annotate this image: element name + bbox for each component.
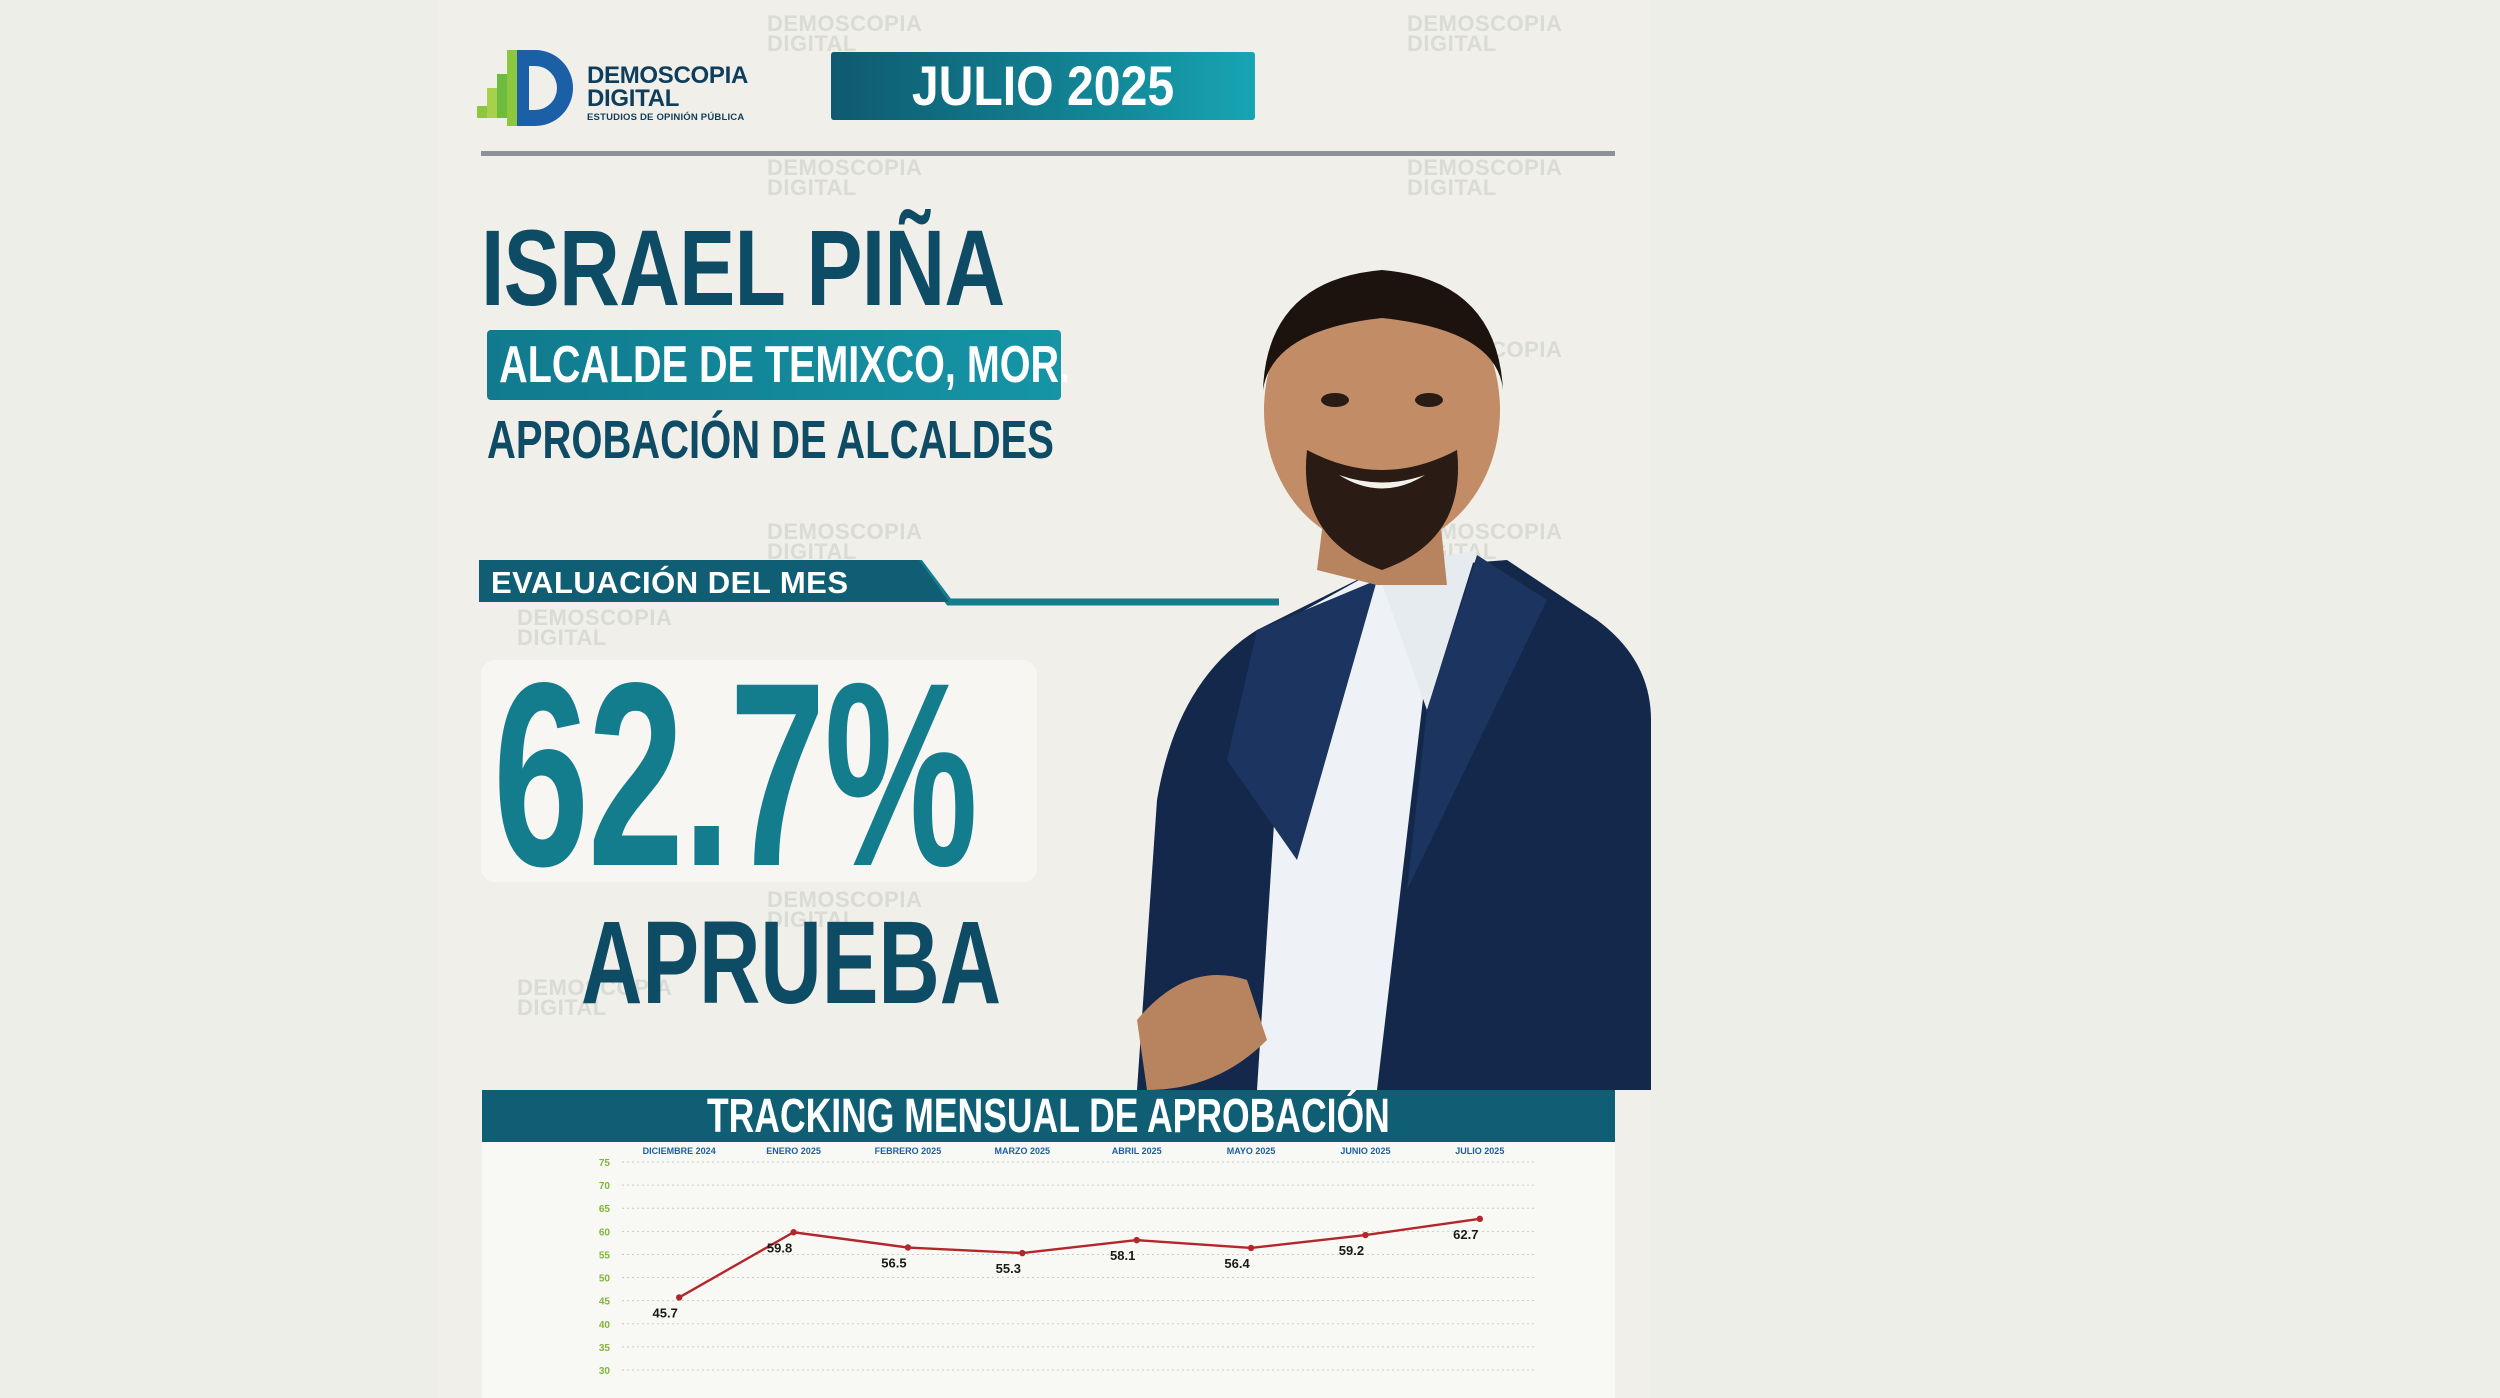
series-line [678, 1217, 1480, 1299]
tracking-chart-panel: 30 35 40 45 50 55 60 65 70 75 DICIEMBRE 2024 ENERO … [482, 1142, 1615, 1398]
watermark-text: DEMOSCOPIA [1407, 155, 1563, 180]
y-tick-label: 45 [599, 1297, 611, 1308]
y-tick-label: 70 [599, 1181, 611, 1192]
x-tick-label: JULIO 2025 [1455, 1146, 1504, 1156]
logo-mark-icon [477, 50, 573, 126]
watermark-logo: DEMOSCOPIA DIGITAL [767, 519, 923, 564]
watermark-logo: DEMOSCOPIA DIGITAL [1407, 11, 1563, 56]
y-tick-label: 30 [599, 1366, 611, 1377]
data-label: 62.7 [1453, 1227, 1478, 1242]
x-tick-label: JUNIO 2025 [1340, 1146, 1390, 1156]
watermark-text: DIGITAL [1407, 31, 1497, 56]
brand-logo: DEMOSCOPIA DIGITAL ESTUDIOS DE OPINIÓN P… [477, 48, 767, 130]
data-point [1133, 1236, 1140, 1244]
approval-caption: APRUEBA [581, 897, 1002, 1029]
data-label: 59.8 [767, 1240, 792, 1255]
official-name: ISRAEL PIÑA [481, 207, 1005, 328]
x-tick-label: FEBRERO 2025 [875, 1146, 942, 1156]
brand-name-line2: DIGITAL [587, 85, 680, 112]
data-point [675, 1294, 683, 1301]
data-point [1019, 1249, 1026, 1257]
data-label: 59.2 [1339, 1243, 1364, 1258]
data-point [904, 1244, 912, 1251]
x-tick-label: MARZO 2025 [995, 1146, 1051, 1156]
y-tick-label: 65 [599, 1204, 611, 1215]
data-label: 56.5 [881, 1256, 906, 1271]
x-tick-label: MAYO 2025 [1227, 1146, 1276, 1156]
data-point [1362, 1231, 1369, 1239]
watermark-text: DEMOSCOPIA [767, 519, 923, 544]
evaluation-tab [479, 560, 1279, 606]
data-label: 58.1 [1110, 1248, 1135, 1263]
watermark-text: DIGITAL [767, 539, 857, 564]
brand-name-line1: DEMOSCOPIA [587, 62, 749, 89]
x-tick-label: ENERO 2025 [766, 1146, 821, 1156]
data-label: 55.3 [996, 1261, 1021, 1276]
score-panel [481, 660, 1037, 882]
data-label: 45.7 [653, 1305, 678, 1320]
watermark-text: DEMOSCOPIA [1407, 11, 1563, 36]
watermark-text: DEMOSCOPIA [517, 605, 673, 630]
watermark-text: DIGITAL [767, 175, 857, 200]
evaluation-label: EVALUACIÓN DEL MES [491, 565, 849, 600]
tracking-title: TRACKING MENSUAL DE APROBACIÓN [707, 1090, 1390, 1143]
watermark-text: DEMOSCOPIA [767, 11, 923, 36]
date-badge: JULIO 2025 [831, 52, 1255, 120]
y-tick-label: 35 [599, 1343, 611, 1354]
y-tick-label: 40 [599, 1320, 611, 1331]
watermark-logo: DEMOSCOPIA DIGITAL [1407, 155, 1563, 200]
data-label: 56.4 [1224, 1256, 1250, 1271]
x-tick-label: DICIEMBRE 2024 [643, 1146, 716, 1156]
y-tick-label: 50 [599, 1274, 611, 1285]
brand-tagline: ESTUDIOS DE OPINIÓN PÚBLICA [587, 112, 745, 123]
data-point [790, 1229, 797, 1236]
data-point [1476, 1215, 1484, 1223]
survey-title: APROBACIÓN DE ALCALDES [487, 410, 1054, 470]
official-photo [1137, 270, 1651, 1090]
divider [481, 151, 1615, 156]
brand-wordmark: DEMOSCOPIA DIGITAL ESTUDIOS DE OPINIÓN P… [587, 64, 748, 126]
approval-score: 62.7% [493, 628, 978, 921]
watermark-logo: DEMOSCOPIA DIGITAL [767, 11, 923, 56]
watermark-text: DIGITAL [767, 31, 857, 56]
tracking-header: TRACKING MENSUAL DE APROBACIÓN [482, 1090, 1615, 1143]
tracking-line-chart: 30 35 40 45 50 55 60 65 70 75 DICIEMBRE 2024 ENERO … [599, 1146, 1537, 1377]
role-badge: ALCALDE DE TEMIXCO, MOR. [487, 330, 1071, 400]
y-tick-label: 75 [599, 1158, 611, 1169]
watermark-text: DEMOSCOPIA [767, 155, 923, 180]
watermark-logo: DEMOSCOPIA DIGITAL [767, 155, 923, 200]
date-label: JULIO 2025 [911, 54, 1175, 117]
x-tick-label: ABRIL 2025 [1112, 1146, 1162, 1156]
y-tick-label: 60 [599, 1227, 611, 1238]
data-point [1247, 1244, 1255, 1252]
watermark-text: DIGITAL [1407, 175, 1497, 200]
role-label: ALCALDE DE TEMIXCO, MOR. [499, 336, 1071, 394]
y-tick-label: 55 [599, 1250, 611, 1261]
poster-card: DEMOSCOPIA DIGITAL DEMOSCOPIA DIGITAL DE… [437, 0, 1651, 1398]
